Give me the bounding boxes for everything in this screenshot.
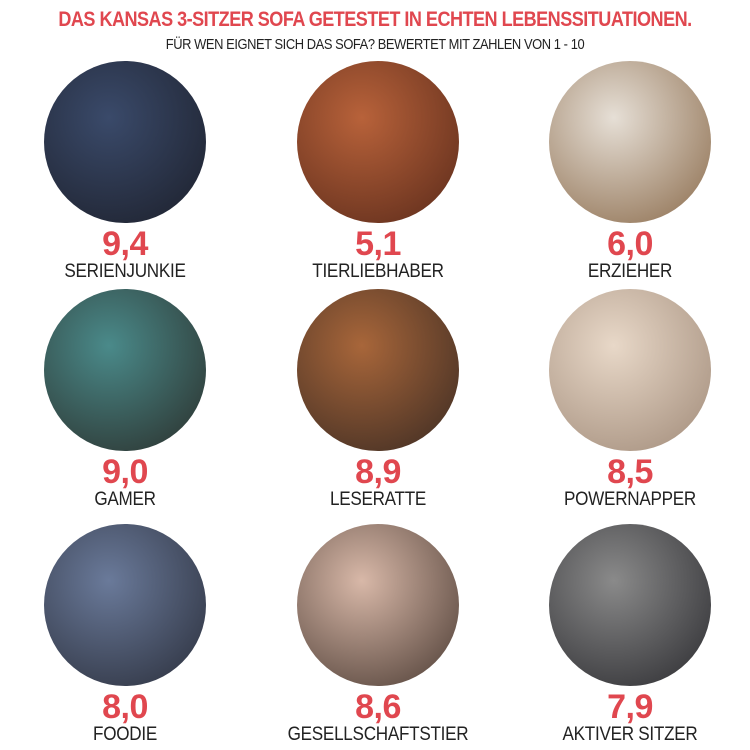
rating-card: 6,0 ERZIEHER xyxy=(505,61,750,283)
rating-card: 9,4 SERIENJUNKIE xyxy=(0,61,250,283)
rating-score: 8,9 xyxy=(355,453,401,491)
rating-score: 8,5 xyxy=(607,453,653,491)
persona-photo xyxy=(44,61,206,223)
persona-label: ERZIEHER xyxy=(587,261,673,282)
rating-score: 6,0 xyxy=(607,225,653,263)
persona-label: AKTIVER SITZER xyxy=(562,724,698,745)
persona-photo xyxy=(297,61,459,223)
persona-photo xyxy=(44,289,206,451)
rating-card: 9,0 GAMER xyxy=(0,289,250,511)
rating-card: 8,5 POWERNAPPER xyxy=(505,289,750,511)
persona-photo xyxy=(549,289,711,451)
persona-photo xyxy=(549,61,711,223)
rating-card: 8,6 GESELLSCHAFTSTIER xyxy=(253,524,503,746)
persona-photo xyxy=(44,524,206,686)
rating-score: 9,4 xyxy=(102,225,148,263)
rating-card: 8,0 FOODIE xyxy=(0,524,250,746)
persona-photo xyxy=(297,524,459,686)
persona-label: TIERLIEBHABER xyxy=(312,261,444,282)
persona-label: SERIENJUNKIE xyxy=(64,261,186,282)
persona-label: POWERNAPPER xyxy=(564,489,696,510)
persona-photo xyxy=(297,289,459,451)
rating-card: 8,9 LESERATTE xyxy=(253,289,503,511)
persona-photo xyxy=(549,524,711,686)
rating-score: 8,0 xyxy=(102,688,148,726)
persona-label: GESELLSCHAFTSTIER xyxy=(287,724,469,745)
persona-label: LESERATTE xyxy=(329,489,427,510)
rating-score: 7,9 xyxy=(607,688,653,726)
persona-label: GAMER xyxy=(94,489,156,510)
rating-score: 8,6 xyxy=(355,688,401,726)
page-title: DAS KANSAS 3-SITZER SOFA GETESTET IN ECH… xyxy=(58,8,692,31)
rating-card: 5,1 TIERLIEBHABER xyxy=(253,61,503,283)
rating-score: 9,0 xyxy=(102,453,148,491)
rating-score: 5,1 xyxy=(355,225,401,263)
rating-card: 7,9 AKTIVER SITZER xyxy=(505,524,750,746)
persona-label: FOODIE xyxy=(93,724,157,745)
page-subtitle: FÜR WEN EIGNET SICH DAS SOFA? BEWERTET M… xyxy=(165,36,585,53)
